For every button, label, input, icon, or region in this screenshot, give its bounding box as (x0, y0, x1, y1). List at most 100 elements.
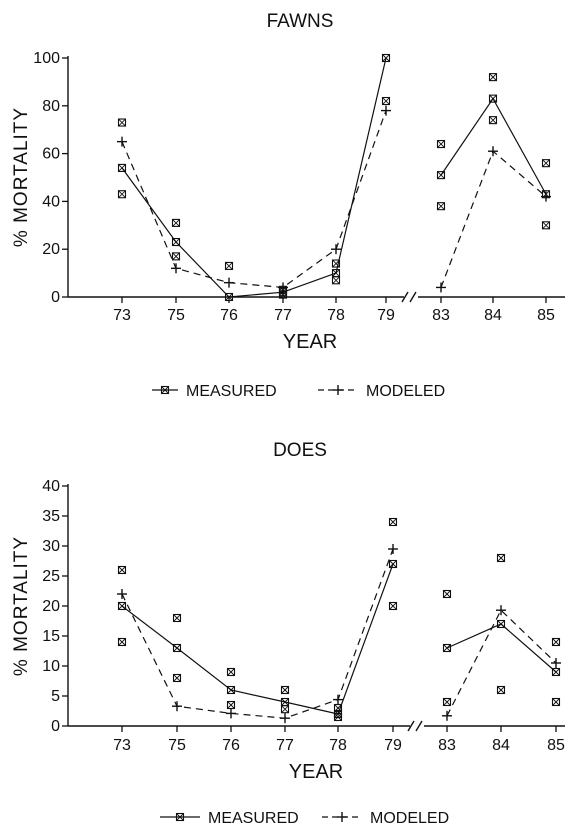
measured-replicate-point (333, 712, 343, 722)
measured-point (488, 94, 498, 103)
x-tick-label: 75 (167, 307, 185, 324)
measured-replicate-point (171, 218, 181, 227)
y-tick-label: 100 (33, 50, 60, 67)
measured-replicate-point (541, 159, 551, 168)
measured-replicate-point (488, 116, 498, 125)
chart-title: DOES (273, 440, 327, 461)
measured-replicate-point (224, 261, 234, 270)
modeled-point (551, 658, 561, 668)
modeled-point (117, 136, 127, 147)
measured-replicate-point (226, 700, 236, 710)
measured-replicate-point (172, 613, 182, 623)
measured-replicate-point (172, 673, 182, 683)
modeled-point (442, 710, 452, 721)
series-lines (121, 548, 557, 719)
modeled-point (172, 701, 182, 712)
x-tick-label: 73 (113, 737, 131, 754)
y-tick-label: 0 (51, 289, 60, 306)
measured-replicate-point (436, 139, 446, 149)
y-tick-label: 0 (51, 718, 60, 735)
measured-replicate-point (278, 290, 288, 299)
measured-point (117, 601, 127, 611)
measured-point (224, 292, 234, 302)
modeled-point (331, 244, 341, 255)
modeled-point (224, 277, 234, 288)
measured-replicate-point (496, 685, 506, 695)
modeled-point (226, 708, 236, 719)
x-tick-label: 83 (438, 737, 456, 754)
series-line-modeled (121, 548, 394, 719)
measured-point (436, 171, 446, 180)
x-tick-label: 83 (432, 307, 450, 324)
y-tick-label: 10 (42, 658, 60, 675)
axis-break-mark (415, 720, 423, 732)
data-markers (117, 53, 551, 302)
series-line-measured (121, 563, 394, 715)
x-tick-label: 77 (276, 737, 294, 754)
series-line-modeled (440, 150, 547, 288)
measured-point (172, 643, 182, 653)
fawns-panel: FAWNS % MORTALITY YEAR 0 20 40 60 80 100 73 75 7… (11, 11, 565, 400)
measured-point (381, 53, 391, 63)
measured-replicate-point (388, 601, 398, 611)
measured-point (388, 559, 398, 569)
axes (67, 484, 565, 732)
legend: MEASURED MODELED (160, 810, 449, 827)
x-tick-label: 73 (113, 307, 131, 324)
x-tick-label: 78 (327, 307, 345, 324)
legend-marker-modeled (337, 812, 347, 822)
legend-label-measured: MEASURED (208, 810, 299, 827)
series-line-measured (121, 57, 387, 298)
y-axis-label: % MORTALITY (11, 107, 32, 247)
modeled-point (333, 694, 343, 705)
measured-replicate-point (333, 703, 343, 713)
modeled-point (280, 713, 290, 724)
axis-break-mark (409, 291, 417, 303)
x-tick-label: 75 (168, 737, 186, 754)
does-panel: DOES % MORTALITY YEAR 0 5 10 15 20 25 30 35 40 73… (11, 440, 565, 827)
y-tick-label: 80 (42, 98, 60, 115)
y-tick-label: 40 (42, 193, 60, 210)
measured-point (117, 163, 127, 172)
x-tick-label: 84 (492, 737, 510, 754)
measured-point (442, 643, 452, 653)
measured-point (496, 619, 506, 629)
measured-point (551, 667, 561, 677)
modeled-point (171, 263, 181, 274)
measured-point (171, 237, 181, 247)
legend-label-modeled: MODELED (370, 810, 449, 827)
legend-item-modeled: MODELED (322, 810, 449, 827)
measured-replicate-point (488, 73, 498, 82)
modeled-point (388, 544, 398, 554)
ticks: 0 20 40 60 80 100 73 75 76 77 78 79 83 84 85 (33, 50, 555, 324)
y-tick-label: 60 (42, 146, 60, 163)
legend: MEASURED MODELED (152, 383, 445, 400)
y-tick-label: 20 (42, 241, 60, 258)
measured-replicate-point (442, 589, 452, 599)
legend-label-measured: MEASURED (186, 383, 277, 400)
modeled-point (488, 146, 498, 157)
x-tick-label: 79 (384, 737, 402, 754)
x-tick-label: 85 (547, 737, 565, 754)
measured-replicate-point (541, 221, 551, 230)
chart-title: FAWNS (267, 11, 334, 32)
series-line-modeled (121, 110, 387, 289)
measured-replicate-point (381, 96, 391, 106)
modeled-point (381, 105, 391, 116)
axes (67, 56, 565, 303)
measured-replicate-point (280, 705, 290, 714)
y-tick-label: 30 (42, 538, 60, 555)
measured-replicate-point (117, 637, 127, 647)
legend-item-modeled: MODELED (318, 383, 445, 400)
y-tick-label: 15 (42, 628, 60, 645)
ticks: 0 5 10 15 20 25 30 35 40 73 75 76 77 78 79 83 84 85 (42, 478, 565, 754)
x-tick-label: 77 (274, 307, 292, 324)
x-axis-label: YEAR (283, 331, 337, 353)
y-tick-label: 35 (42, 508, 60, 525)
modeled-point (541, 191, 551, 202)
x-tick-label: 76 (222, 737, 240, 754)
modeled-point (496, 605, 506, 616)
legend-label-modeled: MODELED (366, 383, 445, 400)
measured-replicate-point (551, 637, 561, 647)
